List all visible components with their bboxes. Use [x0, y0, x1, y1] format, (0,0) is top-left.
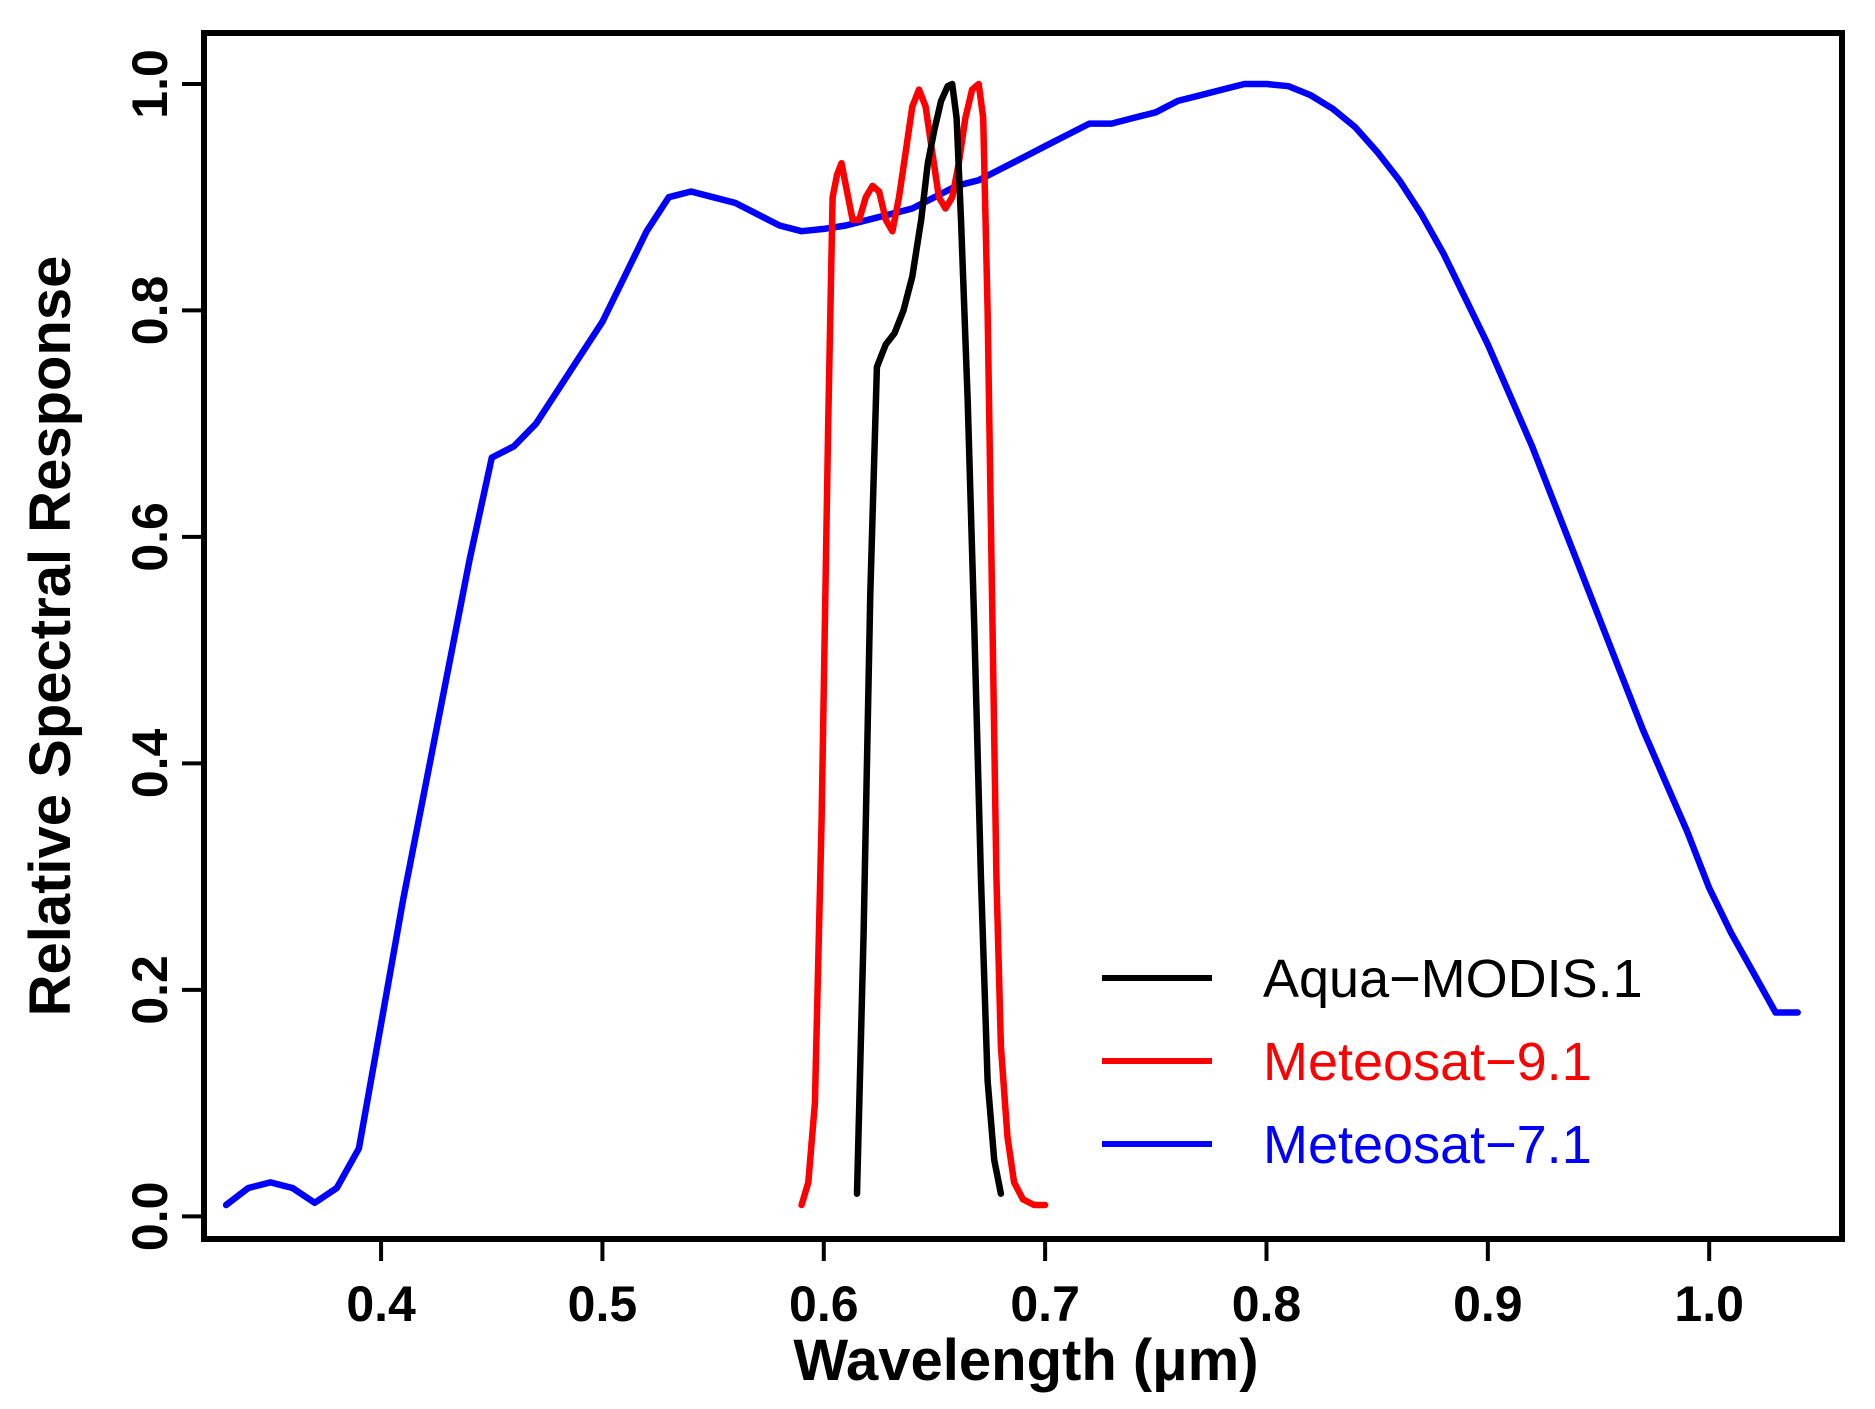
legend-label-aqua-modis-1: Aqua−MODIS.1 [1263, 949, 1643, 1009]
x-axis: 0.4 0.5 0.6 0.7 0.8 0.9 1.0 [346, 1239, 1744, 1332]
y-tick-label: 1.0 [122, 49, 178, 119]
series-line-aqua-modis-1 [853, 80, 1005, 1197]
x-tick-label: 1.0 [1674, 1276, 1744, 1332]
y-tick-label: 0.2 [122, 955, 178, 1025]
x-tick-label: 0.7 [1010, 1276, 1080, 1332]
y-axis-title: Relative Spectral Response [18, 256, 83, 1017]
y-tick-label: 0.6 [122, 502, 178, 572]
x-axis-title: Wavelength (μm) [793, 1328, 1258, 1393]
legend: Aqua−MODIS.1 Meteosat−9.1 Meteosat−7.1 [1102, 949, 1643, 1175]
x-tick-label: 0.5 [568, 1276, 638, 1332]
y-tick-label: 0.4 [122, 728, 178, 798]
legend-label-meteosat-7-1: Meteosat−7.1 [1263, 1115, 1592, 1175]
series-line-meteosat-9-1 [798, 80, 1049, 1209]
y-tick-label: 0.8 [122, 276, 178, 346]
plot-frame [201, 30, 1845, 1242]
x-tick-label: 0.8 [1232, 1276, 1302, 1332]
x-tick-label: 0.9 [1453, 1276, 1523, 1332]
y-tick-label: 0.0 [122, 1182, 178, 1252]
series-layer [222, 80, 1801, 1209]
series-line-meteosat-7-1 [222, 80, 1801, 1209]
y-axis: 0.0 0.2 0.4 0.6 0.8 1.0 [122, 49, 204, 1251]
legend-label-meteosat-9-1: Meteosat−9.1 [1263, 1032, 1592, 1092]
x-tick-label: 0.4 [346, 1276, 416, 1332]
x-tick-label: 0.6 [789, 1276, 859, 1332]
